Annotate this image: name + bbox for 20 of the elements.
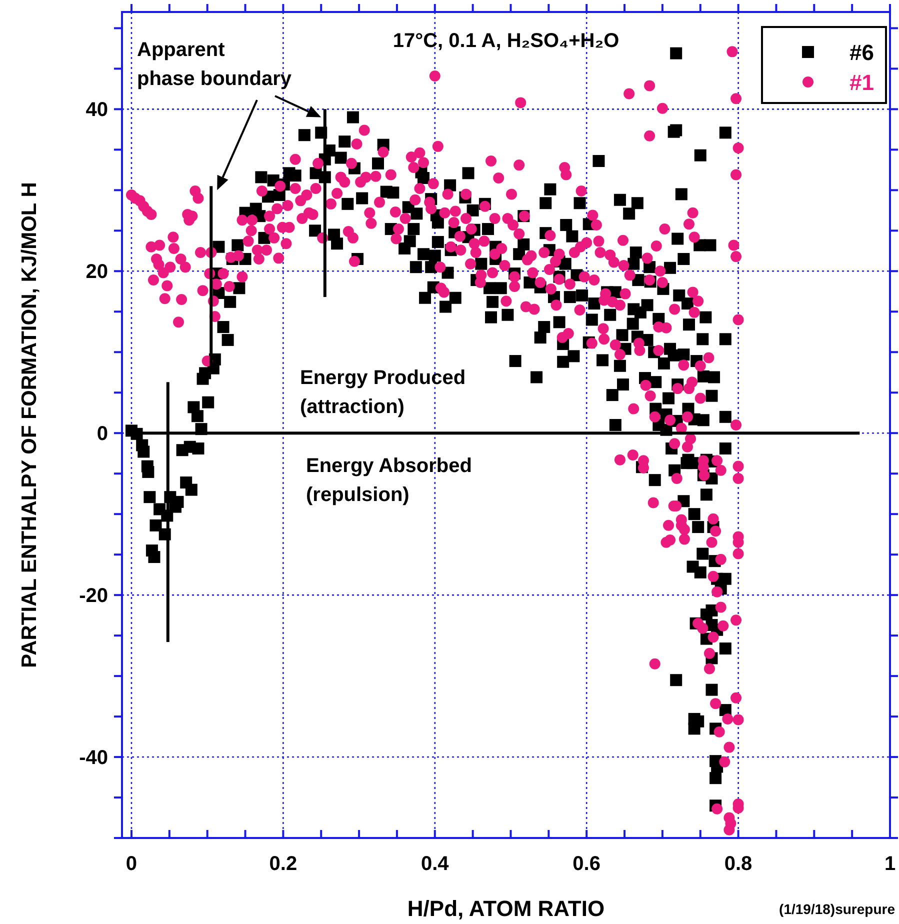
x-tick-label: 0.4 [420, 853, 450, 875]
y-tick-label: 0 [96, 423, 108, 446]
x-tick-label: 0.6 [572, 853, 600, 875]
text: (1/19/18)surepure [779, 901, 896, 917]
legend-label: #1 [850, 70, 874, 95]
y-tick-label: 40 [86, 99, 108, 122]
y-tick-label: -40 [79, 747, 108, 770]
x-tick-label: 0 [126, 853, 138, 875]
x-tick-label: 1 [884, 853, 896, 875]
x-tick-label: 0.2 [269, 853, 298, 875]
y-tick-label: 20 [86, 261, 108, 284]
y-axis-title: PARTIAL ENTHALPY OF FORMATION, KJ/MOL H [18, 182, 41, 668]
y-tick-label: -20 [79, 585, 108, 608]
annotation: Energy Absorbed (repulsion) [306, 455, 472, 506]
annotation: Energy Produced (attraction) [300, 367, 466, 418]
legend-label: #6 [850, 40, 874, 65]
x-tick-label: 0.8 [724, 853, 752, 875]
text: 17°C, 0.1 A, H₂SO₄+H₂O [392, 30, 620, 52]
annotation: Apparent phase boundary [137, 39, 292, 90]
x-axis-title: H/Pd, ATOM RATIO [407, 896, 605, 921]
